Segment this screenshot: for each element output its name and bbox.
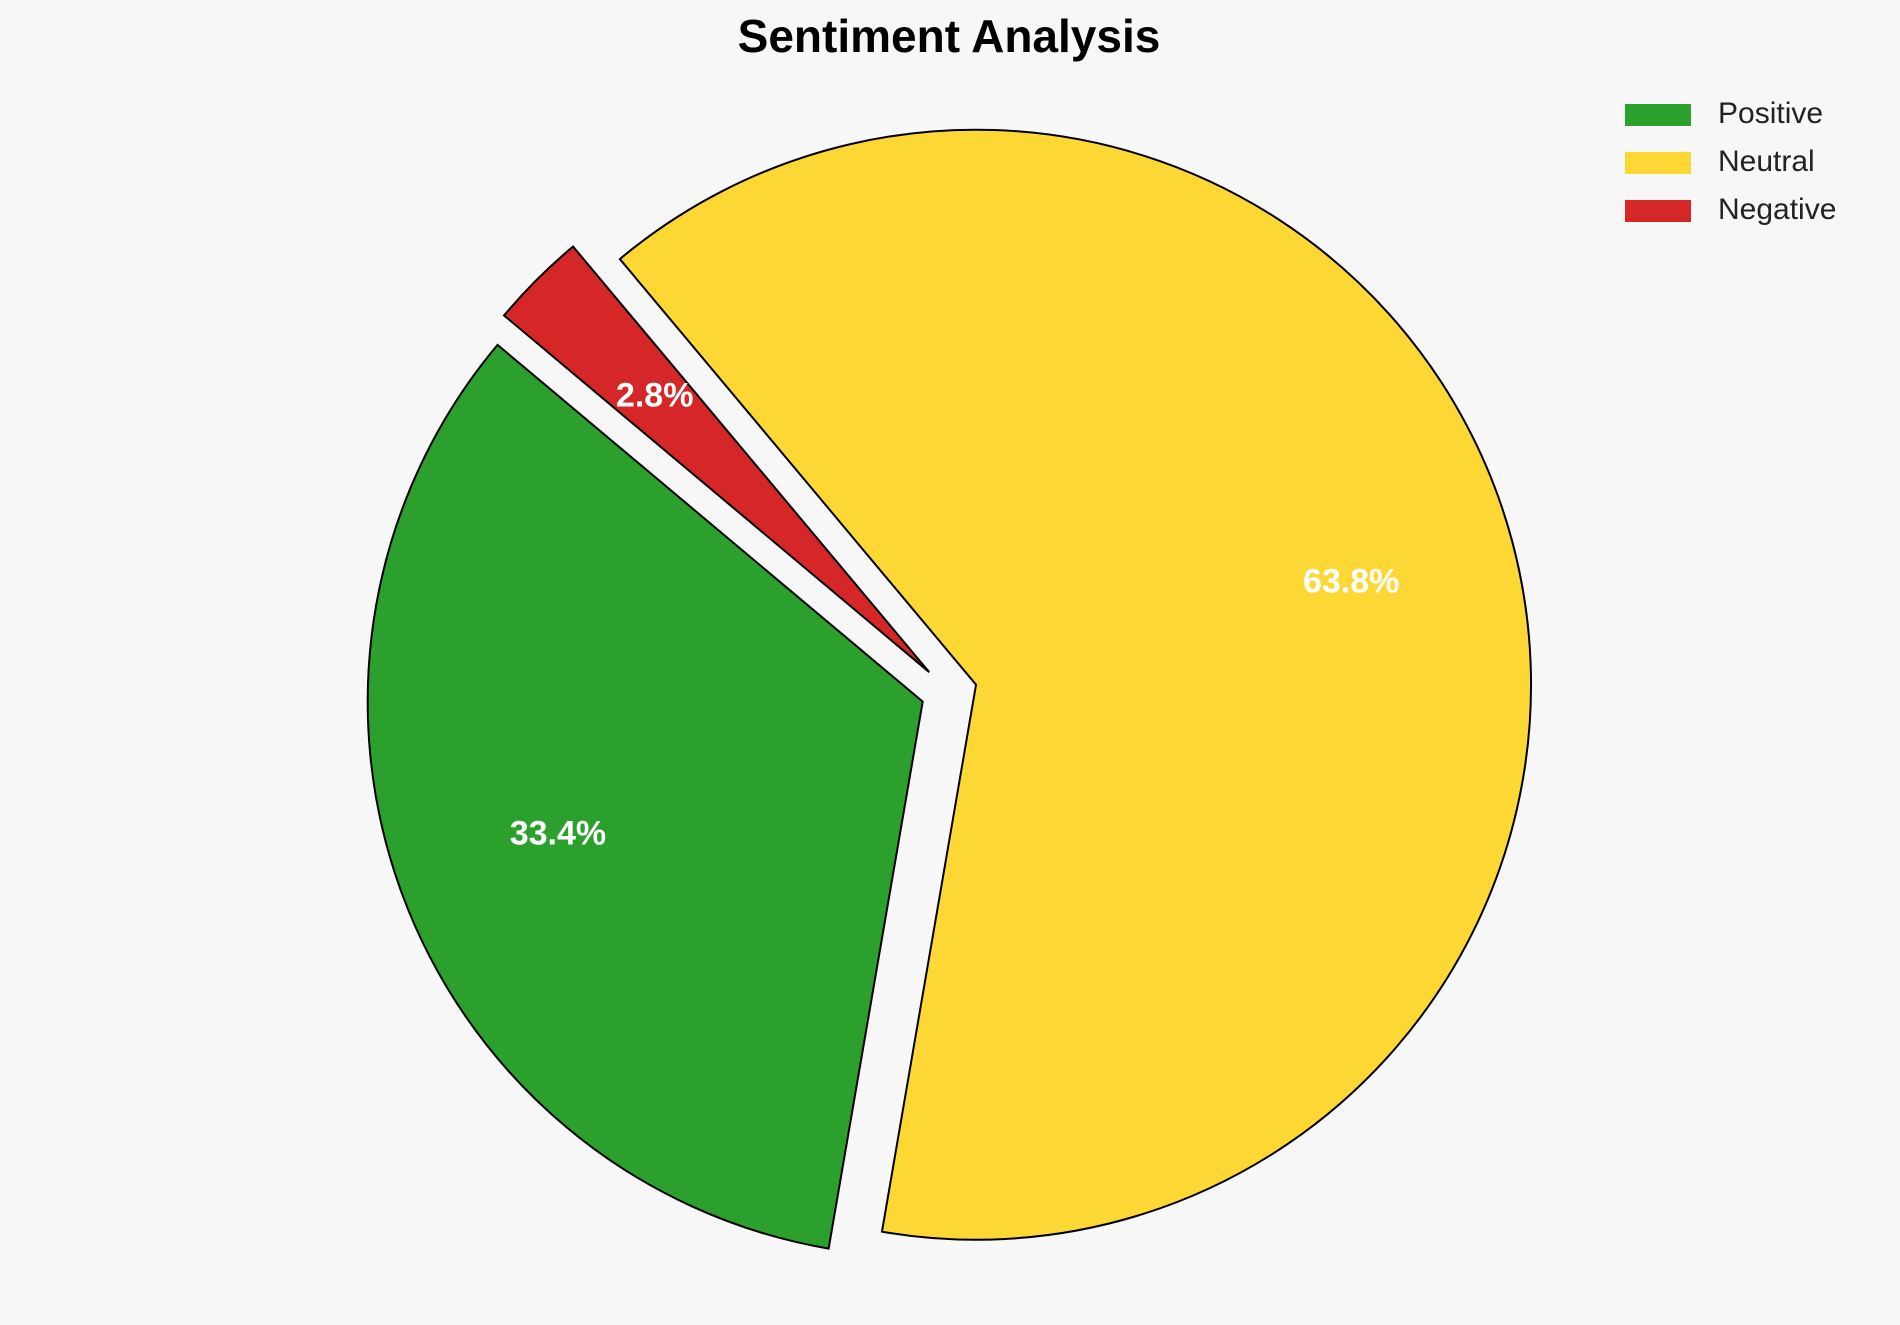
legend-swatch	[1625, 200, 1691, 222]
slice-label: 2.8%	[616, 376, 694, 414]
legend-swatch	[1625, 152, 1691, 174]
legend-label: Neutral	[1718, 145, 1815, 178]
legend-label: Positive	[1718, 97, 1823, 130]
pie-slice	[502, 245, 930, 673]
legend-label: Negative	[1718, 193, 1836, 226]
chart-title: Sentiment Analysis	[738, 10, 1161, 62]
slice-label: 33.4%	[510, 814, 606, 852]
pie-slice	[366, 343, 924, 1250]
slice-label: 63.8%	[1303, 563, 1399, 601]
legend-swatch	[1625, 104, 1691, 126]
pie-slice	[618, 128, 1532, 1241]
